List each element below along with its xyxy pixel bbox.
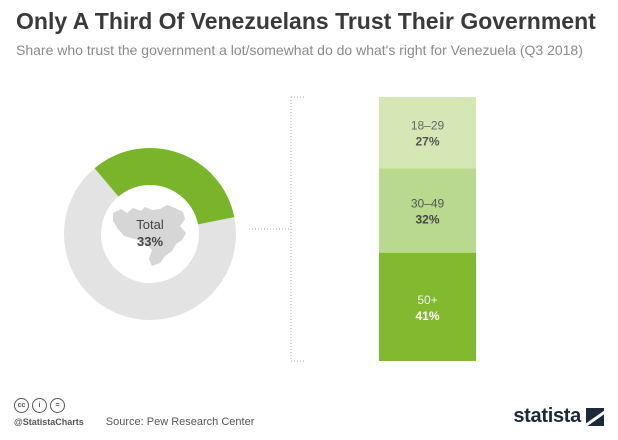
donut-slice-total [94, 147, 235, 225]
donut-center-label: Total [136, 217, 164, 232]
venezuela-map-icon [113, 205, 186, 266]
chart-subtitle: Share who trust the government a lot/som… [16, 42, 583, 58]
donut-chart: Total 33% [64, 147, 237, 320]
connector-bracket [249, 96, 304, 362]
source-note: Source: Pew Research Center [105, 416, 255, 428]
bar-value-label: 32% [415, 213, 439, 227]
license-icons: cc i = [14, 398, 84, 413]
brand-mark-icon [586, 407, 604, 426]
bar-category-label: 30–49 [411, 197, 445, 211]
brand-name: statista [513, 405, 581, 427]
donut-center-value: 33% [137, 234, 163, 249]
cc-icon[interactable]: cc [14, 398, 29, 413]
bar-category-label: 50+ [417, 293, 437, 307]
bar-segment-0 [379, 97, 476, 169]
bar-value-label: 27% [415, 135, 439, 149]
noderivs-icon[interactable]: = [50, 398, 65, 413]
bar-segment-2 [379, 252, 476, 361]
license-group: cc i = @StatistaCharts [14, 398, 84, 427]
bar-category-label: 18–29 [411, 119, 445, 133]
twitter-handle[interactable]: @StatistaCharts [14, 417, 84, 427]
footer-left: cc i = @StatistaCharts Source: Pew Resea… [14, 398, 254, 428]
bar-segment-1 [379, 168, 476, 253]
statista-logo[interactable]: statista [513, 405, 604, 428]
age-breakdown-stacked-bar: 18–29 27% 30–49 32% 50+ 41% [379, 97, 476, 361]
donut-slice-remainder [64, 168, 237, 320]
chart-title: Only A Third Of Venezuelans Trust Their … [16, 8, 596, 34]
attribution-icon[interactable]: i [32, 398, 47, 413]
bar-value-label: 41% [415, 309, 439, 323]
